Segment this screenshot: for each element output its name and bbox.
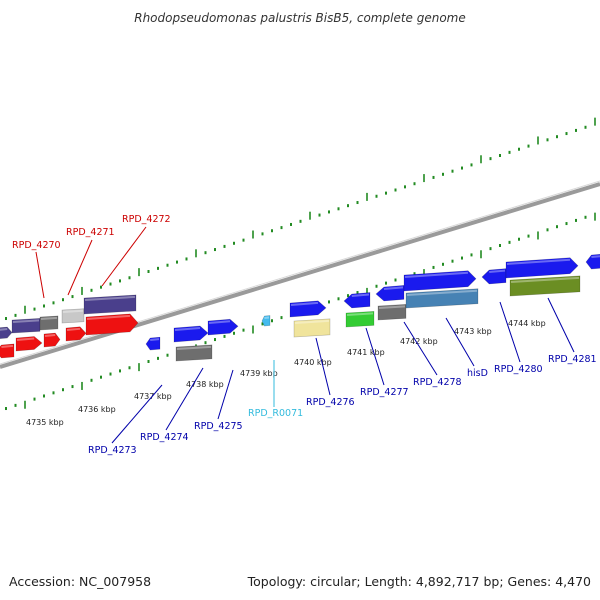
kbp-label: 4743 kbp xyxy=(454,327,492,336)
gene-gray-highlight xyxy=(40,316,58,320)
gene-blue-highlight xyxy=(351,293,370,297)
kbp-label: 4738 kbp xyxy=(186,380,224,389)
leader-line-rpd-4275 xyxy=(217,369,234,420)
gene-gray[interactable] xyxy=(377,304,407,321)
kbp-label: 4736 kbp xyxy=(78,405,116,414)
kbp-scale-labels: 4735 kbp 4736 kbp 4737 kbp 4738 kbp 4739 kbp… xyxy=(26,319,546,427)
gene-blue-highlight xyxy=(404,271,469,278)
gene-blue-highlight xyxy=(383,286,404,290)
genome-title: Rhodopseudomonas palustris BisB5, comple… xyxy=(134,11,466,25)
leader-line-rpd-4272 xyxy=(101,226,147,287)
gene-navy-long-highlight xyxy=(84,295,136,301)
gene-label-rpd-4281[interactable]: RPD_4281 xyxy=(548,354,597,365)
gene-green-highlight xyxy=(346,312,374,316)
gene-label-rpd-4277[interactable]: RPD_4277 xyxy=(360,387,409,398)
accession-text: Accession: NC_007958 xyxy=(9,574,152,589)
gene-blue-highlight xyxy=(208,320,231,324)
gene-red-long[interactable] xyxy=(85,313,139,336)
gene-olive-highlight xyxy=(510,276,580,283)
gene-steelblue[interactable] xyxy=(405,288,479,309)
gene-lightgray[interactable] xyxy=(61,308,85,324)
gene-blue[interactable] xyxy=(505,257,579,279)
gene-blue-highlight xyxy=(150,338,160,341)
kbp-label: 4735 kbp xyxy=(26,418,64,427)
gene-gray[interactable] xyxy=(39,315,59,331)
gene-gray-highlight xyxy=(378,305,406,309)
gene-label-leaders xyxy=(35,226,575,444)
gene-blue[interactable] xyxy=(585,253,600,270)
gene-steelblue-highlight xyxy=(406,289,478,296)
leader-line-rpd-4281 xyxy=(547,297,575,353)
gene-red[interactable] xyxy=(65,326,87,342)
gene-blue-highlight xyxy=(591,255,600,258)
gene-blue-highlight xyxy=(489,269,506,273)
gene-gray[interactable] xyxy=(175,344,213,362)
kbp-label: 4739 kbp xyxy=(240,369,278,378)
gene-label-rpd-4280[interactable]: RPD_4280 xyxy=(494,364,543,375)
genome-summary-text: Topology: circular; Length: 4,892,717 bp… xyxy=(247,574,591,589)
gene-name-labels[interactable]: RPD_4270 RPD_4271 RPD_4272 RPD_4273RPD_4274… xyxy=(12,214,597,456)
gene-red[interactable] xyxy=(15,336,43,352)
gene-blue-highlight xyxy=(290,301,319,306)
gene-yellow-highlight xyxy=(294,319,330,324)
gene-navy-highlight xyxy=(12,319,40,323)
gene-blue-highlight xyxy=(506,258,571,265)
gene-blue[interactable] xyxy=(145,336,161,351)
gene-green[interactable] xyxy=(345,311,375,328)
gene-cyan[interactable] xyxy=(261,315,271,327)
leader-line-rpd-4277 xyxy=(365,327,385,386)
gene-red-highlight xyxy=(66,327,81,331)
gene-blue[interactable] xyxy=(481,268,507,285)
leader-line-rpd-4274 xyxy=(165,367,204,431)
gene-blue[interactable] xyxy=(375,285,405,302)
leader-line-rpd-4270 xyxy=(35,251,45,299)
gene-red-highlight xyxy=(16,337,35,341)
gene-label-rpd-4270[interactable]: RPD_4270 xyxy=(12,240,61,251)
gene-yellow[interactable] xyxy=(293,318,331,338)
gene-label-rpd-4272[interactable]: RPD_4272 xyxy=(122,214,171,225)
gene-blue[interactable] xyxy=(289,300,327,318)
kbp-label: 4744 kbp xyxy=(508,319,546,328)
leader-line-rpd-4276 xyxy=(315,337,331,396)
backbone-line xyxy=(0,182,600,369)
leader-line-hisd xyxy=(445,317,475,367)
gene-navy-left[interactable] xyxy=(0,326,13,339)
gene-red[interactable] xyxy=(0,343,15,359)
gene-olive[interactable] xyxy=(509,275,581,297)
gene-red-highlight xyxy=(1,344,14,348)
gene-red-highlight xyxy=(44,334,56,337)
gene-blue[interactable] xyxy=(207,318,239,336)
leader-line-rpd-4271 xyxy=(67,239,93,296)
gene-blue[interactable] xyxy=(403,270,477,292)
leader-line-rpd-4280 xyxy=(499,301,521,363)
leader-line-rpd-4273 xyxy=(111,384,163,444)
kbp-label: 4741 kbp xyxy=(347,348,385,357)
gene-red[interactable] xyxy=(43,332,61,348)
gene-navy-left-highlight xyxy=(0,328,8,331)
leader-line-rpd-4278 xyxy=(403,321,438,376)
kbp-label: 4742 kbp xyxy=(400,337,438,346)
gene-label-rpd-4276[interactable]: RPD_4276 xyxy=(306,397,355,408)
gene-label-rpd-4278[interactable]: RPD_4278 xyxy=(413,377,462,388)
gene-navy-long[interactable] xyxy=(83,294,137,315)
gene-label-rpd-4271[interactable]: RPD_4271 xyxy=(66,227,115,238)
gene-label-rpd-r0071[interactable]: RPD_R0071 xyxy=(248,408,303,419)
gene-label-rpd-4273[interactable]: RPD_4273 xyxy=(88,445,137,456)
gene-label-hisd[interactable]: hisD xyxy=(467,368,488,379)
gene-lightgray-highlight xyxy=(62,309,84,313)
gene-features[interactable] xyxy=(0,253,600,362)
gene-blue[interactable] xyxy=(343,292,371,309)
gene-label-rpd-4274[interactable]: RPD_4274 xyxy=(140,432,189,443)
gene-gray-highlight xyxy=(176,345,212,350)
gene-navy[interactable] xyxy=(11,318,41,334)
gene-red-long-highlight xyxy=(86,314,131,320)
gene-label-rpd-4275[interactable]: RPD_4275 xyxy=(194,421,243,432)
kbp-label: 4740 kbp xyxy=(294,358,332,367)
gene-blue[interactable] xyxy=(173,325,209,343)
kbp-label: 4737 kbp xyxy=(134,392,172,401)
gene-blue-highlight xyxy=(174,326,201,331)
